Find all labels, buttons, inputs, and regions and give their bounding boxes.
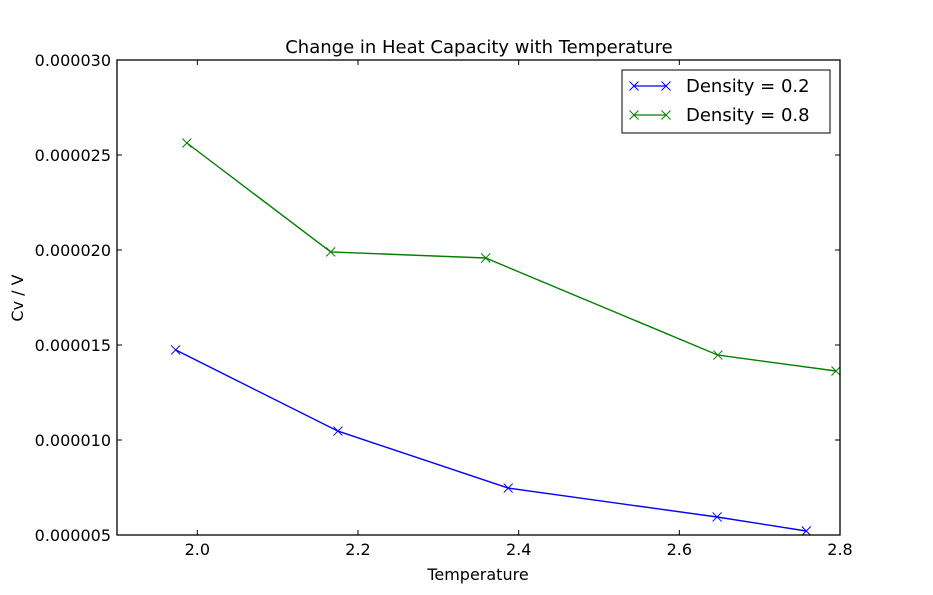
series-line: [175, 349, 807, 532]
series-line: [186, 142, 837, 372]
legend-item: Density = 0.2: [629, 76, 810, 97]
series-1: [170, 345, 812, 536]
data-point-marker: [712, 512, 722, 522]
x-tick-label: 2.2: [345, 540, 370, 559]
legend-item: Density = 0.8: [629, 105, 810, 126]
legend-marker: [661, 81, 671, 91]
plot-series: [170, 138, 841, 536]
x-axis-label: Temperature: [426, 565, 528, 584]
x-tick-label: 2.0: [185, 540, 210, 559]
legend-marker: [629, 110, 639, 120]
y-tick-label: 0.000015: [35, 336, 111, 355]
legend-label: Density = 0.2: [686, 76, 810, 97]
y-tick-label: 0.000030: [35, 51, 111, 70]
y-tick-label: 0.000010: [35, 431, 111, 450]
legend-marker: [629, 81, 639, 91]
y-tick-label: 0.000025: [35, 146, 111, 165]
legend: Density = 0.2 Density = 0.8: [621, 69, 831, 134]
data-point-marker: [333, 426, 343, 436]
data-point-marker: [713, 350, 723, 360]
data-point-marker: [182, 138, 192, 148]
y-tick-label: 0.000005: [35, 526, 111, 545]
data-point-marker: [325, 247, 336, 257]
y-axis-ticks: 0.000005 0.000010 0.000015 0.000020 0.000025…: [35, 51, 840, 545]
legend-marker: [661, 110, 671, 120]
y-axis-label: Cv / V: [8, 274, 27, 321]
data-point-marker: [831, 366, 841, 376]
data-point-marker: [503, 483, 514, 493]
x-tick-label: 2.8: [827, 540, 852, 559]
data-point-marker: [170, 345, 181, 355]
legend-box: [621, 69, 831, 134]
data-point-marker: [480, 253, 491, 263]
y-tick-label: 0.000020: [35, 241, 111, 260]
x-tick-label: 2.6: [667, 540, 692, 559]
series-2: [182, 138, 841, 376]
x-tick-label: 2.4: [506, 540, 531, 559]
data-point-marker: [801, 526, 812, 536]
x-axis-ticks: 2.0 2.2 2.4 2.6 2.8: [185, 60, 853, 559]
legend-label: Density = 0.8: [686, 105, 810, 126]
plot-frame: [116, 59, 841, 536]
chart-title: Change in Heat Capacity with Temperature: [285, 37, 673, 58]
